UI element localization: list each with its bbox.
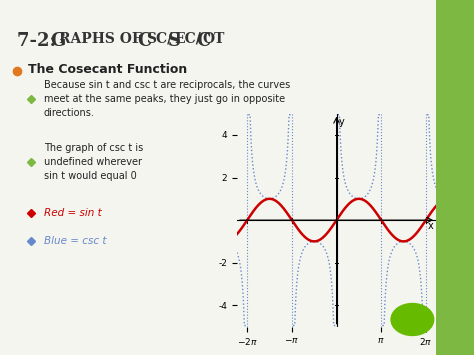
Text: y: y: [338, 117, 345, 127]
Text: x: x: [428, 220, 433, 231]
Text: Because sin t and csc t are reciprocals, the curves
meet at the same peaks, they: Because sin t and csc t are reciprocals,…: [44, 80, 290, 119]
Text: The graph of csc t is
undefined wherever
sin t would equal 0: The graph of csc t is undefined wherever…: [44, 142, 143, 181]
Text: EC/: EC/: [174, 32, 201, 46]
Text: 7-2:: 7-2:: [18, 32, 63, 50]
Text: S: S: [168, 32, 181, 50]
Text: RAPHS OF: RAPHS OF: [59, 32, 146, 46]
Text: Blue = csc t: Blue = csc t: [44, 236, 106, 246]
Text: OT: OT: [203, 32, 225, 46]
Text: Red = sin t: Red = sin t: [44, 208, 101, 218]
Text: The Cosecant Function: The Cosecant Function: [28, 63, 188, 76]
Text: C: C: [137, 32, 152, 50]
Text: C: C: [196, 32, 210, 50]
Text: G: G: [50, 32, 65, 50]
Text: SC/: SC/: [146, 32, 173, 46]
